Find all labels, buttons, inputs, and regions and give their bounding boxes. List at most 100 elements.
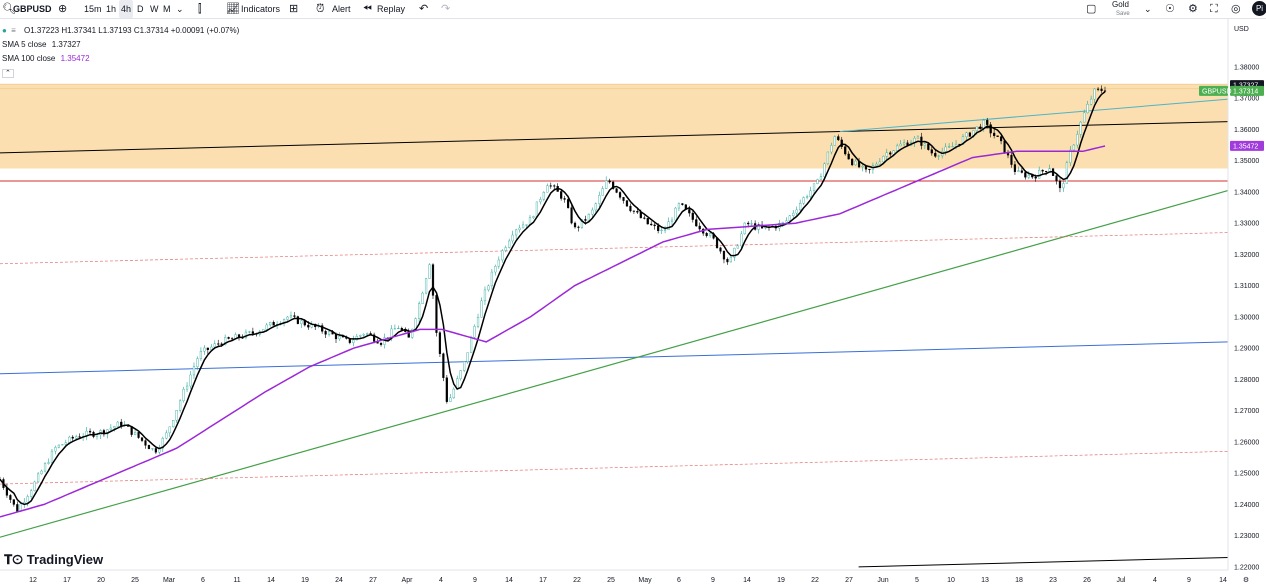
candle <box>1093 88 1096 104</box>
candle-body <box>923 143 926 146</box>
candle <box>230 337 234 340</box>
settings-icon[interactable]: ⚙︎ <box>1188 3 1198 15</box>
interval-d[interactable]: D <box>137 4 144 14</box>
candle-body <box>147 445 151 450</box>
candle <box>546 183 549 193</box>
x-tick-label: 14 <box>505 577 513 584</box>
indicators-button[interactable]: Indicators <box>241 4 281 14</box>
interval-m[interactable]: M <box>163 4 171 14</box>
candle-body <box>435 295 438 333</box>
y-tick-label: 1.29000 <box>1234 346 1259 353</box>
redo-icon[interactable]: ↷ <box>441 3 451 15</box>
chevron-down-icon[interactable]: ⌄ <box>1144 4 1152 14</box>
top-toolbar: 🔍︎ GBPUSD ⊕ 15m 1h 4h D W M ⌄ ⫿ 📈︎ Indic… <box>0 0 1266 19</box>
candle-body <box>986 120 989 125</box>
candle-body <box>663 229 667 231</box>
candle-body <box>269 322 272 326</box>
alert-button[interactable]: Alert <box>332 4 351 14</box>
replay-icon[interactable]: ⏪︎ <box>363 3 372 15</box>
quick-search-icon[interactable]: ☉ <box>1165 3 1175 15</box>
candle <box>1017 166 1020 173</box>
candle <box>542 191 545 202</box>
symbol-name-box-text: GBPUSD <box>1202 88 1232 95</box>
x-tick-label: 17 <box>539 577 547 584</box>
account-label[interactable]: Gold <box>1112 0 1129 9</box>
candle <box>99 429 102 440</box>
candle <box>373 332 376 344</box>
candle-body <box>598 195 601 204</box>
avatar[interactable]: Pi <box>1252 1 1266 16</box>
candle-body <box>553 185 556 187</box>
candle <box>573 221 577 229</box>
interval-1h[interactable]: 1h <box>106 4 117 14</box>
candle <box>632 210 636 214</box>
candle <box>601 185 604 196</box>
interval-15m[interactable]: 15m <box>84 4 102 14</box>
candle-body <box>26 496 29 503</box>
candle-body <box>930 149 933 154</box>
sma100-price-box-text: 1.35472 <box>1233 143 1258 150</box>
candle <box>175 410 178 423</box>
layout-square-icon[interactable]: ▢ <box>1086 3 1097 15</box>
undo-icon[interactable]: ↶ <box>419 3 429 15</box>
ohlc-row: ● ≡ O1.37223 H1.37341 L1.37193 C1.37314 … <box>0 24 239 38</box>
candle-body <box>580 219 584 228</box>
x-tick-label: 9 <box>1187 577 1191 584</box>
collapse-legend[interactable]: ⌃ <box>0 66 239 80</box>
candle <box>161 436 164 453</box>
candle-body <box>899 143 902 147</box>
fullscreen-icon[interactable]: ⛶ <box>1210 3 1218 15</box>
candle <box>556 183 559 192</box>
candle <box>622 196 625 204</box>
candle <box>511 230 514 244</box>
candle <box>799 199 802 212</box>
layouts-icon[interactable]: ⊞ <box>289 3 299 15</box>
candle <box>418 301 421 323</box>
sma100-row[interactable]: SMA 100 close 1.35472 <box>0 52 239 66</box>
equals-icon[interactable]: ≡ <box>11 26 16 35</box>
candle <box>78 433 81 438</box>
currency-label[interactable]: USD <box>1234 26 1249 33</box>
indicators-icon[interactable]: 📈︎ <box>226 3 240 15</box>
candle-body <box>816 179 819 184</box>
symbol-search[interactable]: GBPUSD <box>13 4 52 14</box>
x-tick-label: 23 <box>1049 577 1057 584</box>
candle <box>618 191 622 200</box>
candle <box>1079 121 1082 138</box>
candles-icon[interactable]: ⫿ <box>198 3 202 15</box>
interval-w[interactable]: W <box>150 4 159 14</box>
candle <box>182 386 185 403</box>
interval-4h[interactable]: 4h <box>119 0 134 18</box>
candle-body <box>1034 176 1037 179</box>
alert-icon[interactable]: ⏰︎ <box>316 3 325 15</box>
candle <box>88 428 92 435</box>
candle-body <box>352 339 355 343</box>
candle <box>9 494 12 504</box>
candle-body <box>192 366 196 376</box>
candle-body <box>1062 183 1065 189</box>
candle-body <box>324 331 327 335</box>
candle-body <box>951 146 954 148</box>
chevron-down-icon[interactable]: ⌄ <box>176 4 184 14</box>
candle-body <box>172 420 175 428</box>
candle-body <box>140 437 144 441</box>
search-icon[interactable]: 🔍︎ <box>2 3 16 15</box>
add-symbol-icon[interactable]: ⊕ <box>58 3 68 15</box>
candle <box>300 318 303 328</box>
candle-body <box>1045 170 1048 172</box>
sma5-row[interactable]: SMA 5 close 1.37327 <box>0 38 239 52</box>
save-label[interactable]: Save <box>1116 11 1130 17</box>
candle-body <box>632 210 636 212</box>
teal-trendline <box>839 98 1229 133</box>
candle <box>840 136 843 150</box>
candle <box>393 324 396 330</box>
candle <box>480 297 483 318</box>
candle-body <box>847 153 850 160</box>
candle-body <box>823 163 826 177</box>
camera-icon[interactable]: ◎ <box>1231 3 1241 15</box>
replay-button[interactable]: Replay <box>377 4 406 14</box>
chevron-up-icon[interactable]: ⌃ <box>2 69 14 78</box>
candle-body <box>799 203 802 211</box>
candle <box>868 168 871 174</box>
